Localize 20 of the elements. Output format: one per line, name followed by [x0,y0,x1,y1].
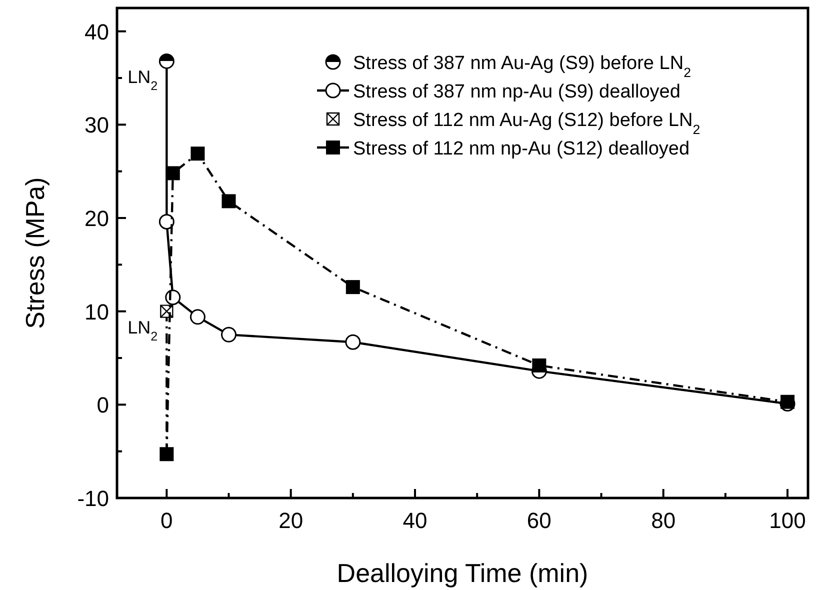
x-tick-label: 100 [769,508,806,533]
legend-label: Stress of 387 nm Au-Ag (S9) before LN$_{2}$ [353,53,691,80]
legend-label: Stress of 112 nm np-Au (S12) dealloyed [353,138,690,160]
x-tick-label: 60 [526,508,552,533]
x-tick-label: 0 [160,508,173,533]
annotation: LN$_{2}$ [128,317,158,344]
legend-label: Stress of 112 nm Au-Ag (S12) before LN$_{2}$ [353,110,700,136]
y-tick-label: 20 [84,206,109,231]
x-axis-title: Dealloying Time (min) [336,558,588,588]
legend-label: Stress of 387 nm np-Au (S9) dealloyed [353,82,680,102]
x-tick-label: 20 [278,508,304,533]
y-tick-label: 0 [96,392,109,418]
y-tick-label: 30 [84,112,109,138]
x-tick-label: 80 [651,508,676,533]
y-tick-label: 10 [84,299,109,324]
x-tick-label: 40 [402,508,428,533]
y-tick-label: 40 [84,19,109,44]
annotation: LN$_{2}$ [128,67,158,94]
y-tick-label: -10 [77,486,109,511]
y-axis-title: Stress (MPa) [20,177,50,329]
